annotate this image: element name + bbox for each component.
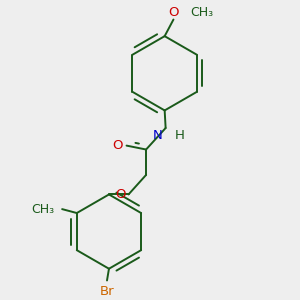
Text: O: O [168, 6, 179, 19]
Text: Br: Br [100, 285, 114, 298]
Text: CH₃: CH₃ [190, 6, 213, 19]
Text: H: H [174, 128, 184, 142]
Text: O: O [112, 139, 123, 152]
Text: CH₃: CH₃ [31, 202, 54, 216]
Text: N: N [153, 128, 163, 142]
Text: O: O [115, 188, 126, 201]
